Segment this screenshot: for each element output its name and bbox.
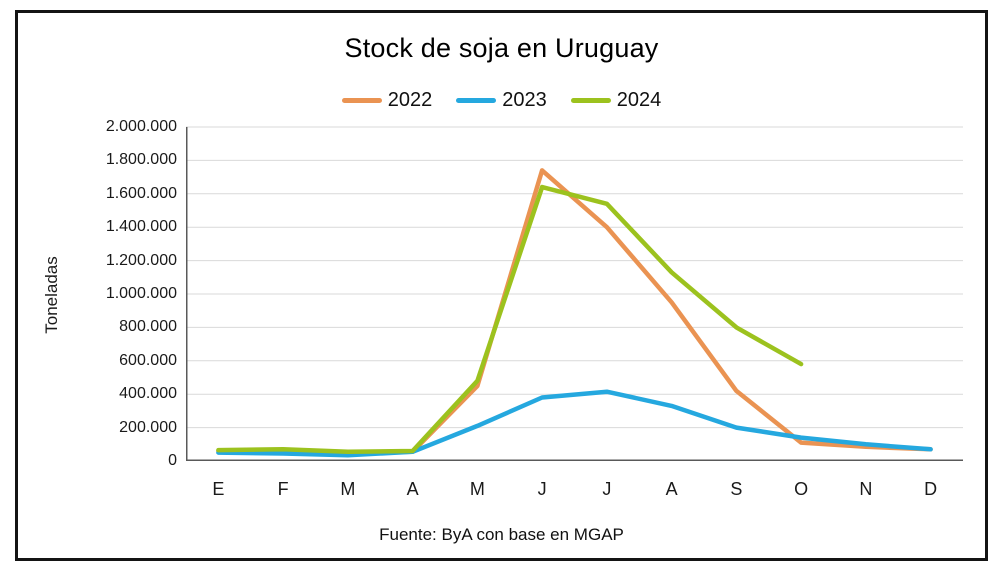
x-tick-label: F xyxy=(277,479,289,499)
y-tick-label: 1.000.000 xyxy=(105,285,177,302)
series-line-2024 xyxy=(216,184,804,455)
x-tick-label: M xyxy=(469,479,485,499)
chart-title: Stock de soja en Uruguay xyxy=(344,33,659,63)
source-note: Fuente: ByA con base en MGAP xyxy=(379,525,624,544)
y-tick-label: 1.600.000 xyxy=(105,184,177,202)
y-tick-label: 0 xyxy=(168,452,177,469)
y-tick-label: 1.400.000 xyxy=(105,218,177,236)
x-tick-label: M xyxy=(340,479,356,499)
plot-area xyxy=(186,126,963,461)
x-tick-label: O xyxy=(794,479,809,499)
x-tick-label: N xyxy=(859,479,873,499)
legend-item-2023: 2023 xyxy=(456,89,547,112)
y-tick-label: 800.000 xyxy=(119,318,177,336)
x-tick-label: J xyxy=(602,479,612,499)
y-tick-label: 600.000 xyxy=(119,351,177,369)
legend-swatch-2023 xyxy=(456,98,497,103)
chart-frame: Stock de soja en Uruguay 2022 2023 2024 To… xyxy=(15,10,988,561)
legend-label: 2022 xyxy=(387,89,433,111)
legend-label: 2023 xyxy=(502,89,547,111)
x-tick-label: E xyxy=(212,479,225,499)
y-tick-label: 1.800.000 xyxy=(105,151,177,169)
x-tick-label: D xyxy=(924,479,938,499)
legend-item-2022: 2022 xyxy=(341,89,433,112)
y-tick-label: 1.200.000 xyxy=(105,251,177,269)
legend-item-2024: 2024 xyxy=(570,89,662,112)
x-tick-label: A xyxy=(406,479,419,499)
legend-swatch-2024 xyxy=(570,98,611,103)
series-line-2023 xyxy=(216,389,933,458)
y-tick-label: 400.000 xyxy=(119,385,177,403)
x-tick-label: A xyxy=(665,479,678,499)
x-tick-label: J xyxy=(537,479,547,499)
series-line-2022 xyxy=(216,168,933,456)
legend-swatch-2022 xyxy=(341,98,382,103)
legend: 2022 2023 2024 xyxy=(18,89,985,112)
y-tick-label: 2.000.000 xyxy=(105,118,177,135)
y-tick-label: 200.000 xyxy=(119,418,177,436)
x-tick-label: S xyxy=(730,479,743,499)
legend-label: 2024 xyxy=(616,89,662,111)
